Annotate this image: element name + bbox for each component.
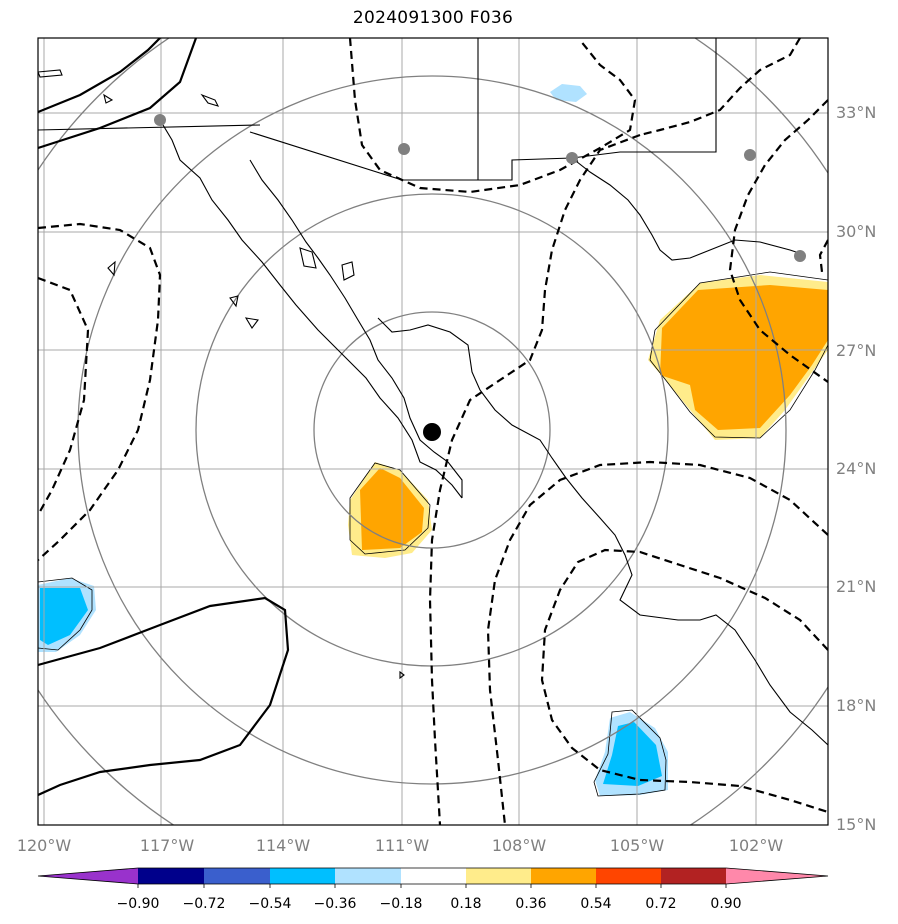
station-marker — [154, 114, 166, 126]
colorbar-bin — [531, 868, 596, 884]
storm-center-dot — [423, 423, 441, 441]
solid-contours — [38, 38, 290, 797]
positive-anomaly-baja — [360, 468, 424, 550]
colorbar-label: 0.90 — [710, 896, 741, 912]
positive-anomaly-east — [660, 285, 828, 430]
lon-tick-label: 111°W — [375, 836, 430, 855]
station-marker — [744, 149, 756, 161]
baja-gulf-coast — [249, 159, 463, 498]
colorbar-label: −0.36 — [314, 896, 357, 912]
colorbar-label: 0.36 — [515, 896, 546, 912]
colorbar-extend-low — [38, 868, 138, 884]
lat-tick-labels: 33°N 30°N 27°N 24°N 21°N 18°N 15°N — [836, 103, 876, 834]
baja-pacific-coast — [159, 119, 463, 499]
negative-anomaly-south — [603, 722, 662, 786]
colorbar-bin — [204, 868, 270, 884]
negative-anomaly-west — [40, 588, 88, 645]
colorbar-bin — [596, 868, 661, 884]
lat-tick-label: 24°N — [836, 459, 876, 478]
negative-anomaly-north — [550, 84, 587, 102]
lat-tick-label: 21°N — [836, 577, 876, 596]
lat-tick-label: 15°N — [836, 815, 876, 834]
lat-tick-label: 18°N — [836, 696, 876, 715]
international-border — [249, 38, 717, 181]
colorbar-bin — [401, 868, 466, 884]
lon-tick-label: 120°W — [17, 836, 72, 855]
lon-tick-label: 114°W — [256, 836, 311, 855]
colorbar-label: 0.54 — [580, 896, 611, 912]
lon-tick-label: 117°W — [140, 836, 195, 855]
colorbar-label: −0.54 — [249, 896, 292, 912]
station-marker — [566, 152, 578, 164]
colorbar-label: −0.18 — [380, 896, 423, 912]
colorbar-bin — [466, 868, 531, 884]
station-marker — [398, 143, 410, 155]
lat-tick-label: 27°N — [836, 341, 876, 360]
colorbar: −0.90 −0.72 −0.54 −0.36 −0.18 0.18 0.36 … — [37, 867, 829, 912]
station-marker — [794, 250, 806, 262]
map-title: 2024091300 F036 — [352, 8, 514, 28]
station-markers — [154, 114, 806, 262]
colorbar-bin — [661, 868, 726, 884]
lat-tick-label: 30°N — [836, 222, 876, 241]
coastlines — [38, 38, 828, 746]
lon-tick-labels: 120°W 117°W 114°W 111°W 108°W 105°W 102°… — [17, 836, 784, 855]
colorbar-bin — [270, 868, 335, 884]
lon-tick-label: 105°W — [610, 836, 665, 855]
plot-frame — [37, 37, 829, 826]
lon-tick-label: 108°W — [492, 836, 547, 855]
colorbar-extend-high — [726, 868, 828, 884]
colorbar-label: −0.90 — [117, 896, 160, 912]
lat-tick-label: 33°N — [836, 103, 876, 122]
colorbar-label: −0.72 — [183, 896, 226, 912]
colorbar-label: 0.18 — [450, 896, 481, 912]
mainland-west-coast — [571, 157, 806, 261]
anomaly-fill-layer — [38, 84, 828, 796]
colorbar-label: 0.72 — [645, 896, 676, 912]
colorbar-bin — [335, 868, 401, 884]
colorbar-bin — [138, 868, 204, 884]
lon-tick-label: 102°W — [729, 836, 784, 855]
dashed-contours — [38, 38, 828, 825]
anomaly-outline-layer — [38, 271, 828, 797]
